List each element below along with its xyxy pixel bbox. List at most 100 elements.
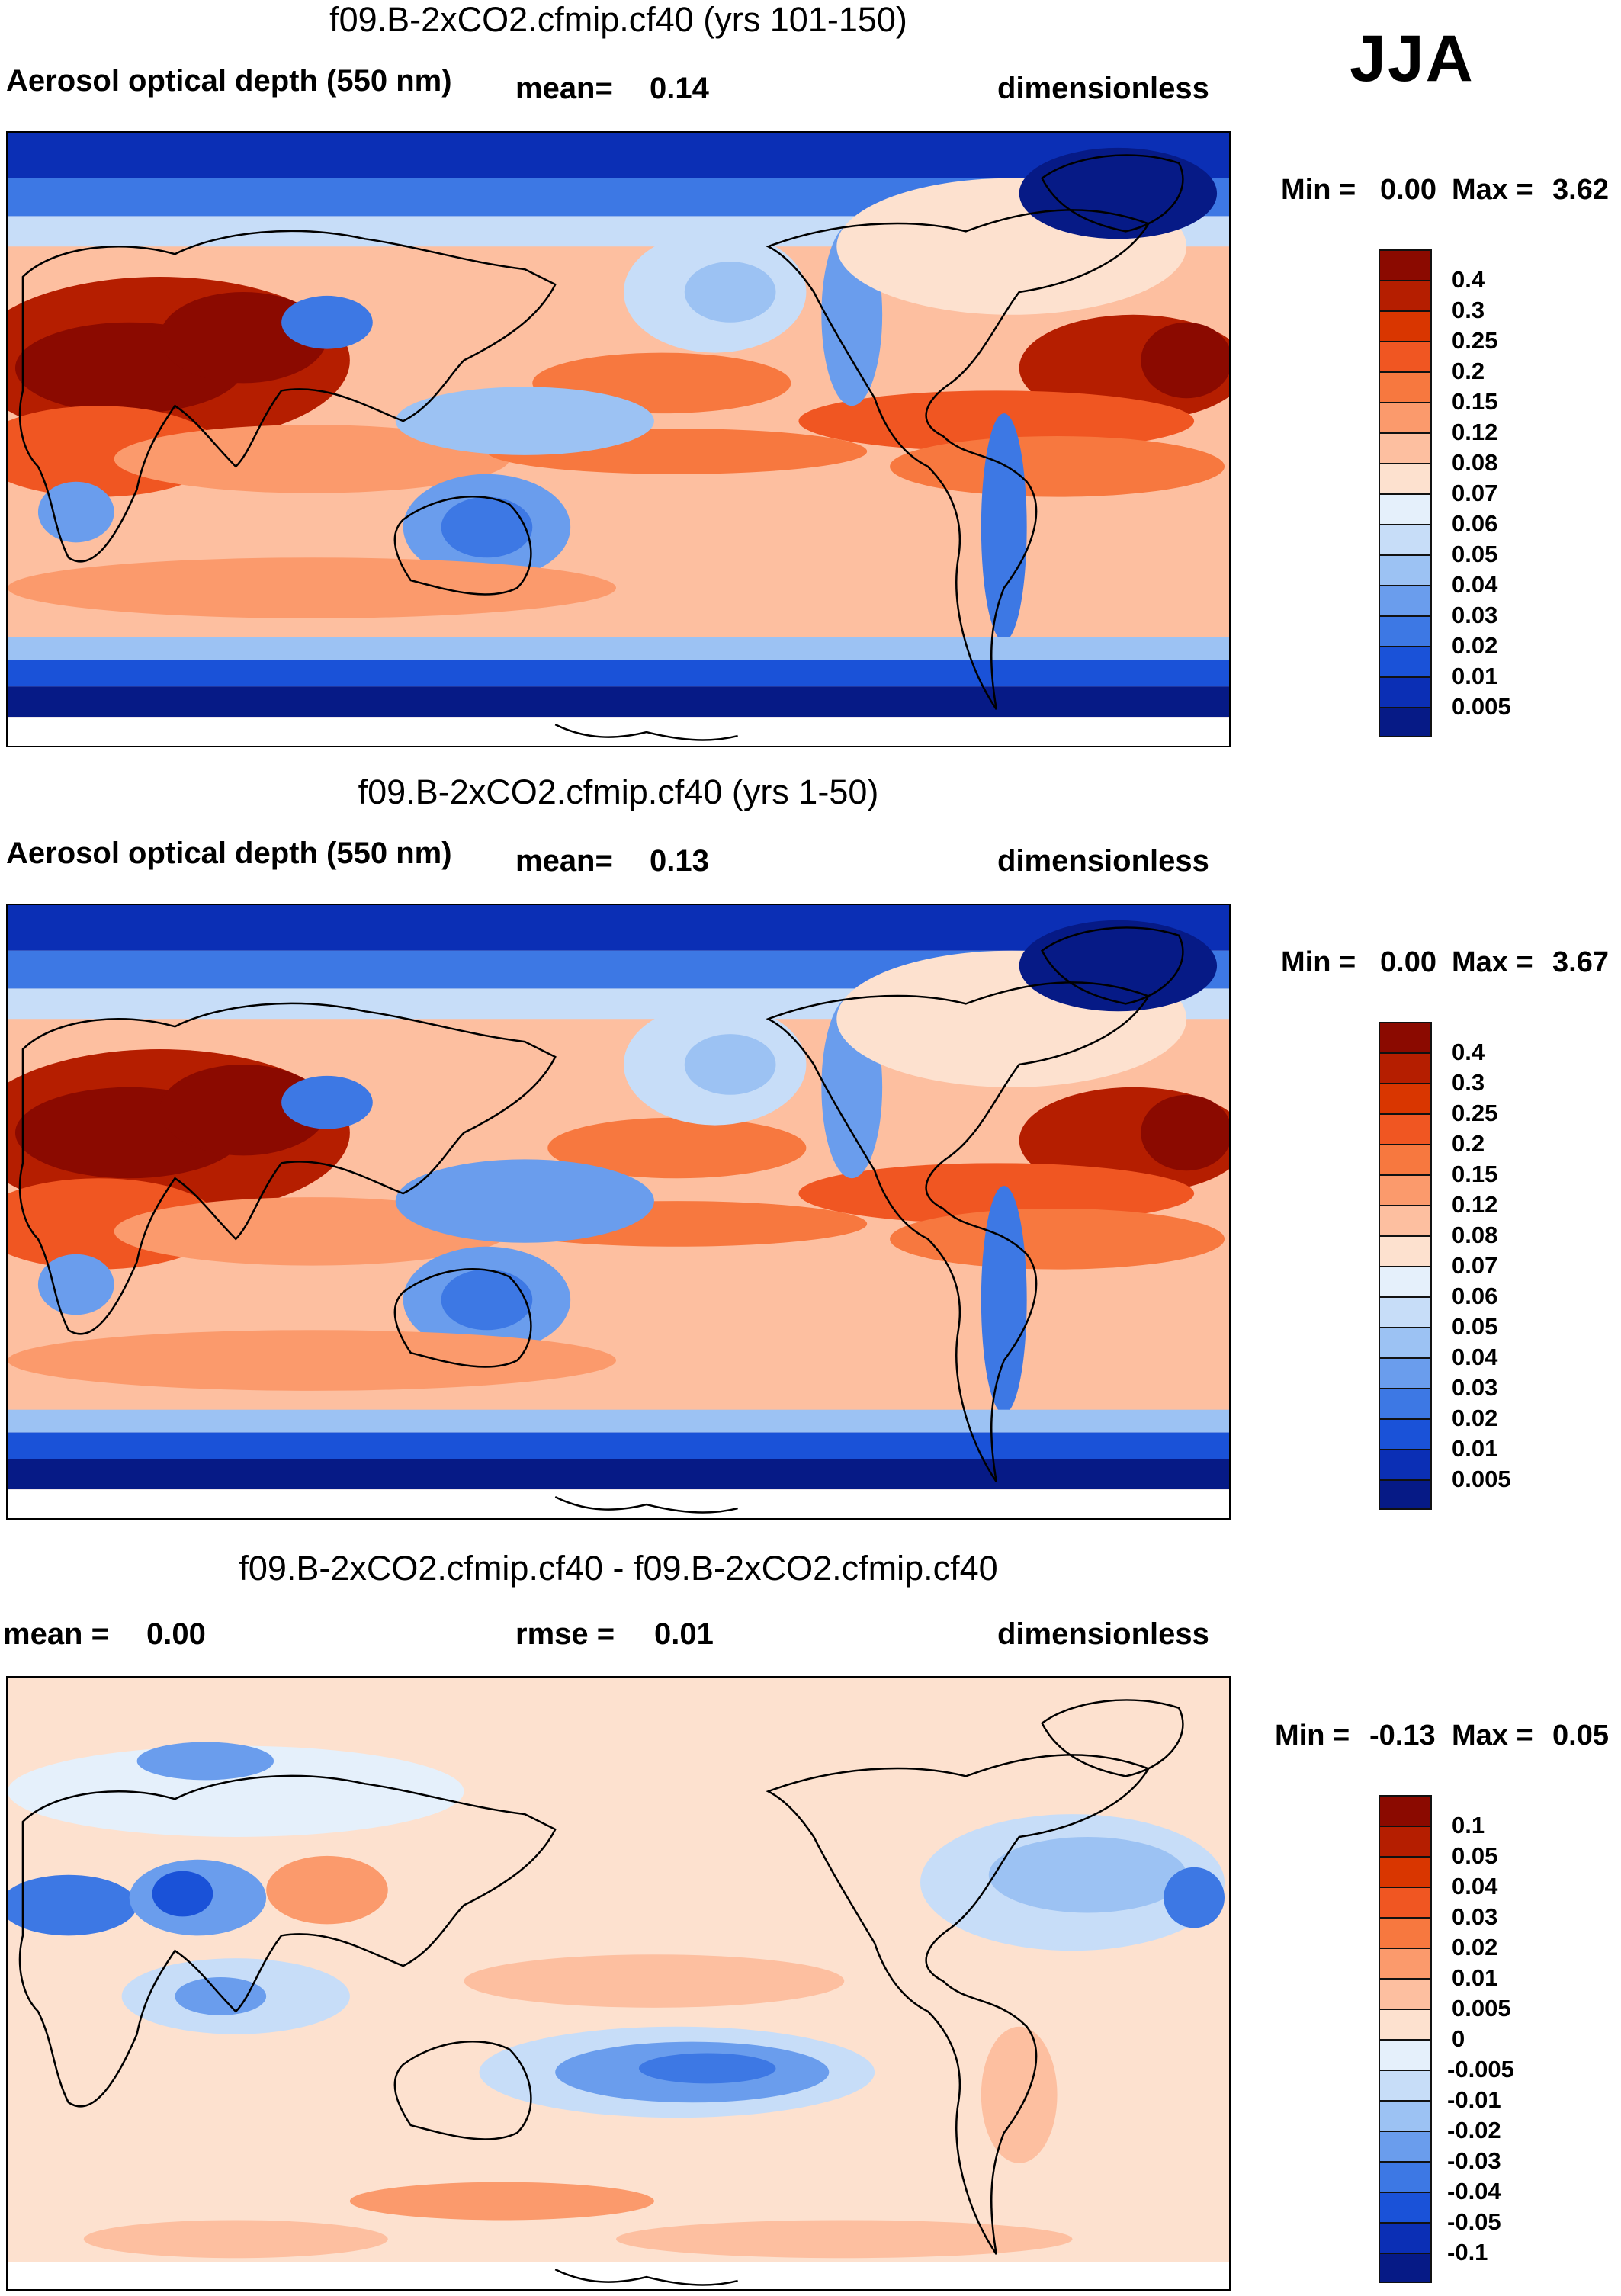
panel-3-max-value: 0.05 (1552, 1720, 1609, 1752)
colorbar-label: 0.01 (1452, 1435, 1498, 1462)
panel-2-colorbar: 0.4 0.3 0.25 0.2 0.15 0.12 0.08 0.07 0.06 0.05 0.0… (1379, 1022, 1511, 1510)
colorbar-label: 0.12 (1452, 419, 1498, 445)
colorbar-swatch (1379, 1388, 1432, 1418)
panel-2-map-field (8, 905, 1229, 1518)
colorbar-label: -0.005 (1447, 2056, 1514, 2082)
colorbar-swatch (1379, 493, 1432, 524)
colorbar-label: 0.07 (1452, 1252, 1498, 1279)
colorbar-swatch (1379, 1083, 1432, 1113)
panel-3-min-value: -0.13 (1369, 1720, 1436, 1752)
colorbar-swatch (1379, 1917, 1432, 1948)
colorbar-label: 0.12 (1452, 1191, 1498, 1218)
colorbar-label: 0.3 (1452, 297, 1485, 323)
panel-3-max-label: Max = (1452, 1720, 1533, 1752)
panel-1-title: f09.B-2xCO2.cfmip.cf40 (yrs 101-150) (329, 0, 907, 39)
colorbar-label: 0.05 (1452, 541, 1498, 567)
colorbar-label: 0.005 (1452, 1995, 1511, 2021)
panel-1-min-label: Min = (1281, 174, 1356, 206)
colorbar-swatch (1379, 1948, 1432, 1978)
colorbar-swatch (1379, 463, 1432, 493)
colorbar-swatch (1379, 2100, 1432, 2131)
colorbar-label: 0.07 (1452, 480, 1498, 506)
panel-2-min-label: Min = (1281, 946, 1356, 978)
colorbar-swatch (1379, 1174, 1432, 1205)
colorbar-label: 0.3 (1452, 1069, 1485, 1096)
colorbar-swatch (1379, 1327, 1432, 1357)
colorbar-label: 0.04 (1452, 571, 1498, 598)
colorbar-swatch (1379, 2009, 1432, 2039)
colorbar-swatch (1379, 371, 1432, 402)
colorbar-swatch (1379, 1978, 1432, 2009)
colorbar-swatch (1379, 2161, 1432, 2192)
colorbar-label: 0.4 (1452, 266, 1485, 293)
colorbar-swatch (1379, 280, 1432, 310)
colorbar-label: 0.2 (1452, 358, 1485, 384)
panel-2-min-value: 0.00 (1380, 946, 1436, 978)
colorbar-label: 0.02 (1452, 632, 1498, 659)
panel-1-map (6, 131, 1231, 747)
colorbar-swatch (1379, 2131, 1432, 2161)
colorbar-label: 0.06 (1452, 510, 1498, 537)
colorbar-label: 0.1 (1452, 1812, 1485, 1838)
panel-3-rmse-label: rmse = (515, 1617, 615, 1651)
colorbar-label: 0.15 (1452, 388, 1498, 415)
panel-2-title: f09.B-2xCO2.cfmip.cf40 (yrs 1-50) (358, 772, 879, 811)
colorbar-swatch (1379, 1887, 1432, 1917)
colorbar-swatch (1379, 615, 1432, 646)
colorbar-label: 0.08 (1452, 1222, 1498, 1248)
colorbar-label: 0.15 (1452, 1161, 1498, 1187)
panel-2-mean-value: 0.13 (650, 844, 709, 878)
panel-1-max-label: Max = (1452, 174, 1533, 206)
colorbar-label: -0.01 (1447, 2086, 1501, 2113)
colorbar-swatch (1379, 310, 1432, 341)
colorbar-label: 0.2 (1452, 1130, 1485, 1157)
panel-2-variable: Aerosol optical depth (550 nm) (6, 837, 452, 870)
panel-3-mean-value: 0.00 (146, 1617, 206, 1651)
colorbar-label: -0.02 (1447, 2117, 1501, 2143)
colorbar-swatch (1379, 1266, 1432, 1296)
colorbar-swatch (1379, 2253, 1432, 2283)
panel-3-title: f09.B-2xCO2.cfmip.cf40 - f09.B-2xCO2.cfm… (239, 1549, 998, 1588)
colorbar-label: 0.25 (1452, 1100, 1498, 1126)
colorbar-label: 0.01 (1452, 1964, 1498, 1991)
panel-3-mean-label: mean = (3, 1617, 109, 1651)
colorbar-label: -0.1 (1447, 2239, 1488, 2265)
panel-3-min-label: Min = (1275, 1720, 1350, 1752)
panel-1-mean-value: 0.14 (650, 72, 709, 105)
season-label: JJA (1350, 22, 1475, 95)
colorbar-swatch (1379, 676, 1432, 707)
colorbar-swatch (1379, 402, 1432, 432)
colorbar-label: 0 (1452, 2025, 1465, 2052)
colorbar-swatch (1379, 1856, 1432, 1887)
colorbar-swatch (1379, 1205, 1432, 1235)
panel-2-map (6, 904, 1231, 1520)
panel-2-max-value: 3.67 (1552, 946, 1609, 978)
colorbar-label: 0.08 (1452, 449, 1498, 476)
colorbar-swatch (1379, 1144, 1432, 1174)
colorbar-swatch (1379, 2192, 1432, 2222)
colorbar-label: 0.005 (1452, 693, 1511, 720)
panel-3-rmse-value: 0.01 (654, 1617, 714, 1651)
colorbar-swatch (1379, 524, 1432, 554)
colorbar-swatch (1379, 249, 1432, 280)
colorbar-swatch (1379, 646, 1432, 676)
panel-1-colorbar: 0.4 0.3 0.25 0.2 0.15 0.12 0.08 0.07 0.06 0.05 0.0… (1379, 249, 1511, 737)
colorbar-label: 0.03 (1452, 1374, 1498, 1401)
colorbar-swatch (1379, 1479, 1432, 1510)
colorbar-label: 0.4 (1452, 1039, 1485, 1065)
panel-1-map-field (8, 133, 1229, 746)
panel-1-min-value: 0.00 (1380, 174, 1436, 206)
colorbar-label: 0.04 (1452, 1344, 1498, 1370)
colorbar-label: -0.04 (1447, 2178, 1501, 2204)
colorbar-swatch (1379, 432, 1432, 463)
colorbar-label: 0.005 (1452, 1466, 1511, 1492)
colorbar-swatch (1379, 1296, 1432, 1327)
colorbar-swatch (1379, 1113, 1432, 1144)
colorbar-label: 0.03 (1452, 602, 1498, 628)
colorbar-swatch (1379, 1449, 1432, 1479)
panel-2-max-label: Max = (1452, 946, 1533, 978)
colorbar-label: 0.05 (1452, 1842, 1498, 1869)
colorbar-swatch (1379, 2070, 1432, 2100)
panel-1-max-value: 3.62 (1552, 174, 1609, 206)
colorbar-swatch (1379, 585, 1432, 615)
